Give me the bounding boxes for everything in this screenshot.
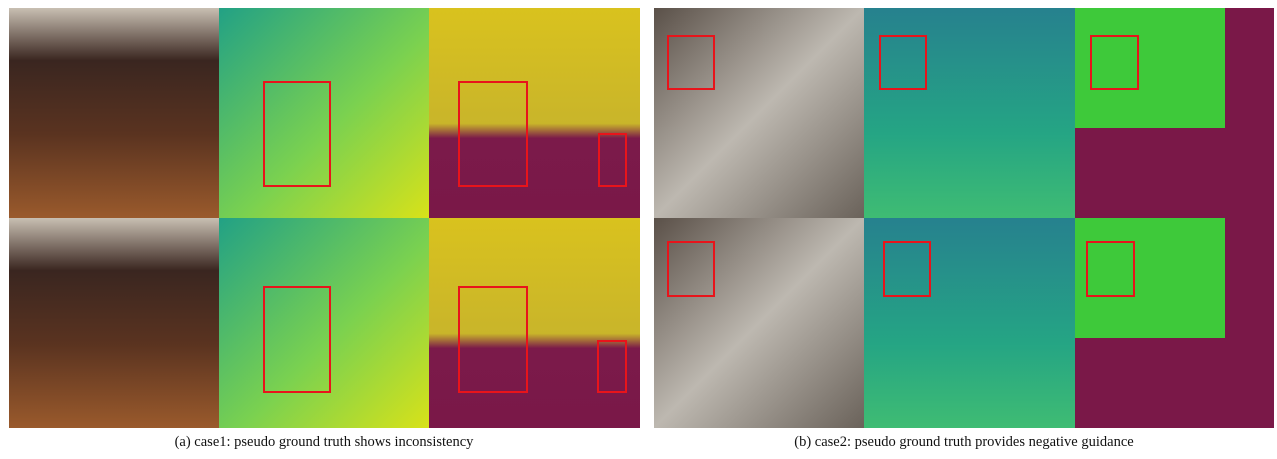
- rgb-image: [9, 218, 219, 428]
- figure: (a) case1: pseudo ground truth shows inc…: [0, 0, 1277, 459]
- caption: (a) case1: pseudo ground truth shows inc…: [175, 434, 475, 450]
- depth-image: [864, 8, 1075, 218]
- panel-a: (a) case1: pseudo ground truth shows inc…: [9, 8, 640, 450]
- depth-image: [219, 218, 429, 428]
- rgb-image: [654, 8, 864, 218]
- panel-b: (b) case2: pseudo ground truth provides …: [654, 8, 1274, 450]
- normal-image: [429, 218, 640, 428]
- depth-image: [864, 218, 1075, 428]
- caption: (b) case2: pseudo ground truth provides …: [794, 434, 1133, 450]
- normal-region: [1075, 8, 1225, 128]
- normal-region: [1075, 218, 1225, 338]
- rgb-image: [654, 218, 864, 428]
- rgb-image: [9, 8, 219, 218]
